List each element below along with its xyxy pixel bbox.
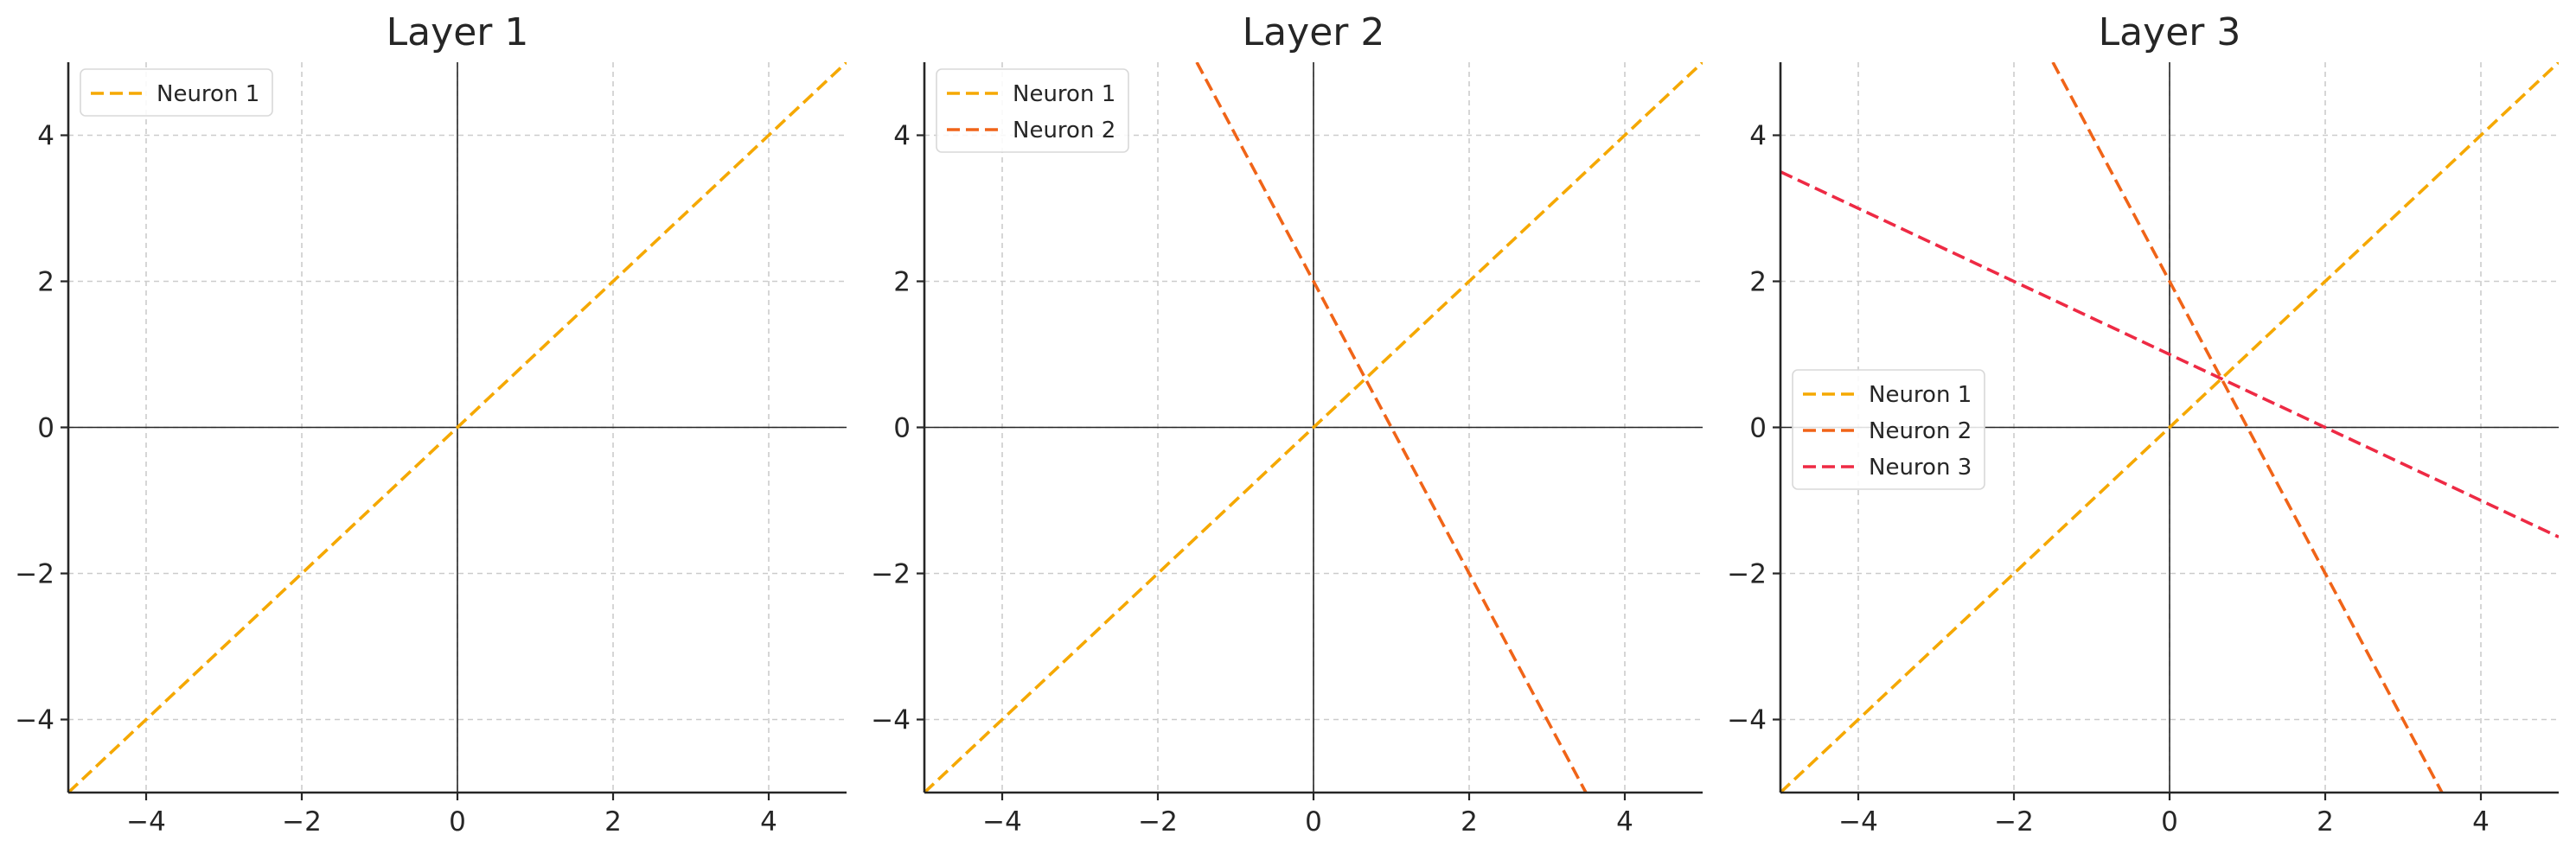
series-line-neuron-3 [1780,170,2559,538]
y-tick-label: 4 [1749,121,1767,152]
y-tick-label: −4 [1727,705,1767,736]
y-tick-label: 0 [1749,413,1767,444]
y-tick-label: −2 [15,559,54,590]
x-tick-label: −4 [982,806,1022,837]
x-tick-label: 2 [1461,806,1478,837]
chart-panel-1: −4 −2 0 2 4 −4 −2 0 2 4 Layer 1 Neuron 1 [15,10,847,837]
legend-label: Neuron 2 [1013,118,1115,143]
legend: Neuron 1 Neuron 2 [936,68,1129,153]
series-line-neuron-1 [68,62,847,793]
y-tick-label: −4 [15,705,54,736]
y-tick-label: 2 [1749,267,1767,298]
x-tick-label: 2 [2317,806,2334,837]
legend-label: Neuron 1 [1869,382,1972,408]
x-tick-label: 0 [2161,806,2178,837]
y-tick-label: 4 [37,121,54,152]
x-tick-label: −2 [1994,806,2034,837]
x-tick-label: 4 [2472,806,2490,837]
y-tick-label: 0 [37,413,54,444]
chart-title: Layer 3 [2099,10,2241,54]
chart-title: Layer 2 [1243,10,1385,54]
legend-label: Neuron 1 [1013,81,1115,107]
x-tick-label: −2 [282,806,322,837]
y-tick-label: 4 [893,121,911,152]
legend-label: Neuron 3 [1869,455,1972,481]
series-line-neuron-1 [924,62,1703,793]
series-line-neuron-2 [1195,62,1588,793]
x-tick-label: −4 [1838,806,1878,837]
x-tick-label: 4 [1616,806,1633,837]
y-tick-label: 2 [893,267,911,298]
y-tick-label: 0 [893,413,911,444]
y-tick-label: −2 [871,559,911,590]
y-tick-label: −4 [871,705,911,736]
legend-box [1792,369,1985,490]
x-tick-label: 2 [604,806,622,837]
x-tick-label: −2 [1138,806,1178,837]
series-line-neuron-2 [2051,62,2444,793]
legend-label: Neuron 1 [157,81,259,107]
series-line-neuron-1 [1780,62,2559,793]
chart-title: Layer 1 [387,10,529,54]
y-tick-label: 2 [37,267,54,298]
chart-panel-2: −4 −2 0 2 4 −4 −2 0 2 4 Layer 2 Neuron 1 Neuron 2 [871,10,1703,837]
x-tick-label: −4 [126,806,166,837]
legend-box [936,68,1129,153]
legend-box [80,68,273,117]
x-tick-label: 4 [760,806,777,837]
legend: Neuron 1 Neuron 2 Neuron 3 [1792,369,1985,490]
legend: Neuron 1 [80,68,273,117]
y-tick-label: −2 [1727,559,1767,590]
legend-label: Neuron 2 [1869,418,1972,444]
x-tick-label: 0 [1305,806,1322,837]
x-tick-label: 0 [449,806,466,837]
